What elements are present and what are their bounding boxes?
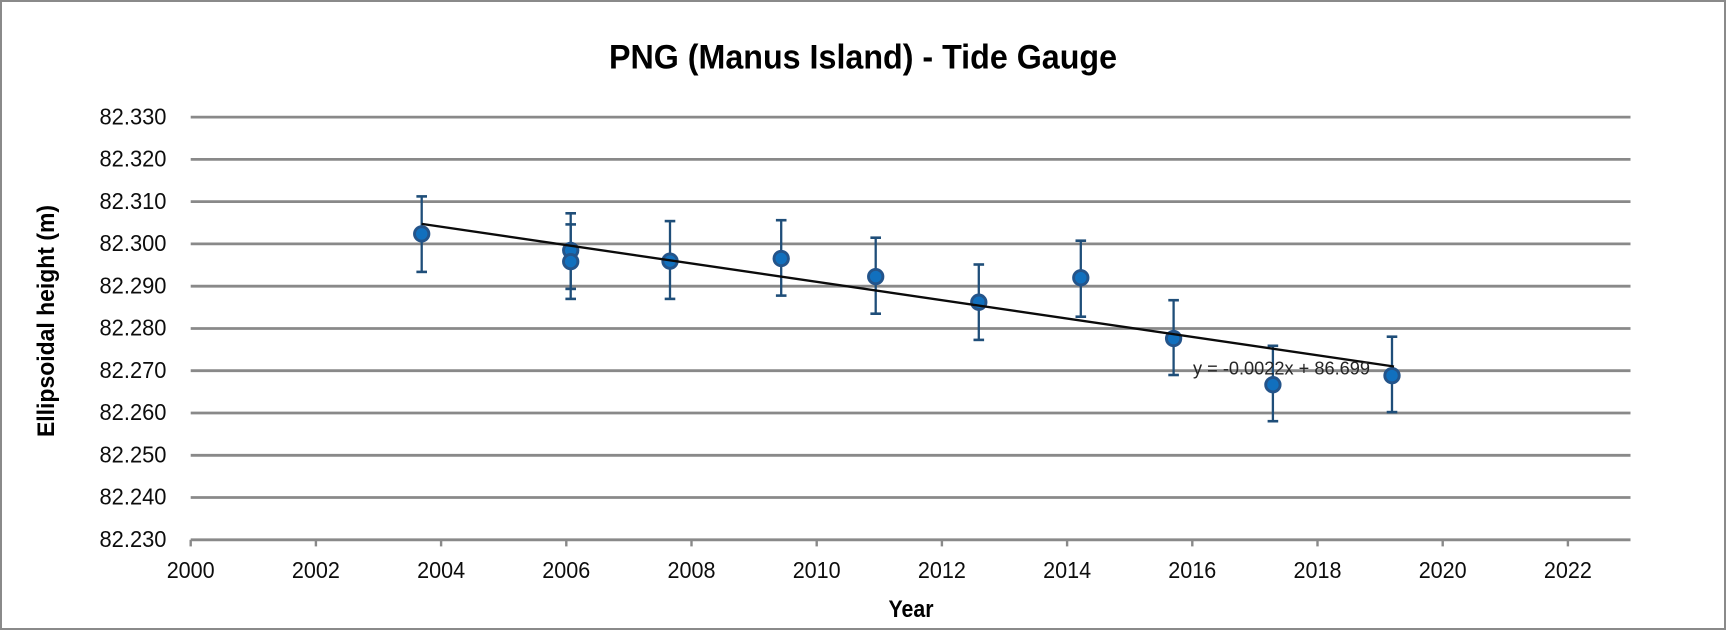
svg-text:2022: 2022 [1544, 557, 1592, 583]
svg-text:2018: 2018 [1294, 557, 1342, 583]
svg-text:2008: 2008 [668, 557, 716, 583]
svg-text:82.280: 82.280 [100, 315, 167, 341]
svg-text:PNG (Manus Island) - Tide Gaug: PNG (Manus Island) - Tide Gauge [609, 39, 1117, 77]
svg-text:2014: 2014 [1043, 557, 1091, 583]
svg-text:82.260: 82.260 [100, 399, 167, 425]
svg-text:Year: Year [889, 596, 934, 623]
svg-text:82.230: 82.230 [100, 526, 167, 552]
svg-text:2012: 2012 [918, 557, 966, 583]
svg-text:82.310: 82.310 [100, 188, 167, 214]
svg-text:2006: 2006 [542, 557, 590, 583]
svg-text:y = -0.0022x + 86.699: y = -0.0022x + 86.699 [1193, 359, 1370, 379]
svg-text:82.270: 82.270 [100, 357, 167, 383]
svg-text:2004: 2004 [417, 557, 465, 583]
svg-text:2016: 2016 [1168, 557, 1216, 583]
svg-text:2002: 2002 [292, 557, 340, 583]
svg-text:82.330: 82.330 [100, 103, 167, 129]
svg-text:82.240: 82.240 [100, 484, 167, 510]
svg-text:2020: 2020 [1419, 557, 1467, 583]
svg-text:82.320: 82.320 [100, 146, 167, 172]
svg-text:Ellipsoidal height (m): Ellipsoidal height (m) [33, 205, 60, 437]
svg-text:82.290: 82.290 [100, 272, 167, 298]
svg-text:2000: 2000 [167, 557, 215, 583]
svg-text:82.250: 82.250 [100, 442, 167, 468]
svg-text:2010: 2010 [793, 557, 841, 583]
svg-text:82.300: 82.300 [100, 230, 167, 256]
